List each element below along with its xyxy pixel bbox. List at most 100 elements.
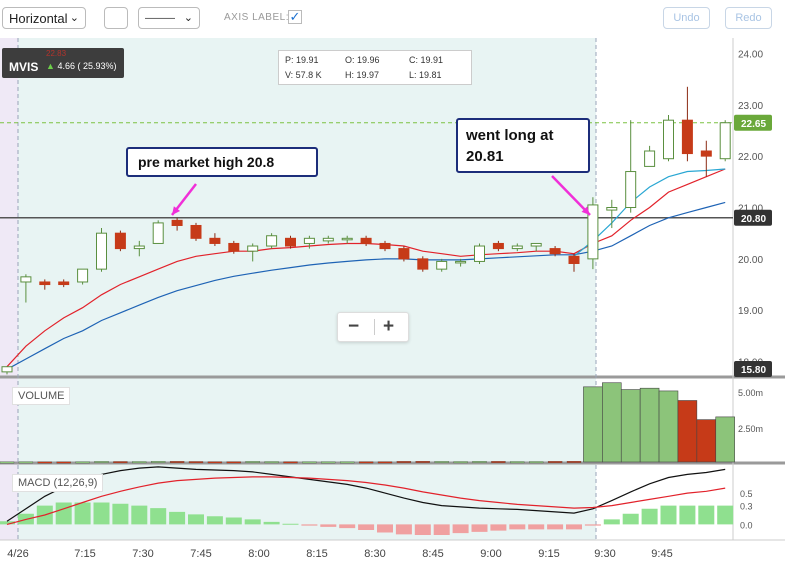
macd-histogram-bar [528, 524, 545, 530]
x-tick-label: 9:30 [594, 548, 615, 560]
candle-body [700, 150, 712, 157]
ohlc-h: H: 19.97 [345, 70, 380, 80]
orientation-select[interactable]: Horizontal ⌄ [2, 7, 86, 29]
candle-body [58, 281, 70, 286]
annotation-went-long[interactable]: went long at 20.81 [456, 118, 590, 173]
candle-body [266, 235, 278, 247]
volume-bar [0, 461, 15, 464]
volume-bar [37, 461, 52, 464]
candle-body [606, 207, 618, 211]
volume-bar [245, 461, 260, 463]
annotation-arrows [171, 175, 591, 216]
price-change: ▲ 4.66 ( 25.93%) [46, 61, 116, 71]
volume-bar [188, 461, 204, 464]
volume-bars [0, 382, 735, 464]
undo-button[interactable]: Undo [663, 7, 710, 29]
price-tick-label: 19.00 [738, 306, 763, 317]
price-tick-label: 23.00 [738, 101, 763, 112]
macd-histogram-bar [471, 524, 488, 532]
last-price-tag-bg [734, 114, 772, 131]
macd-pane-label: MACD (12,26,9) [12, 474, 104, 492]
ohlc-p: P: 19.91 [285, 55, 319, 65]
axis-label-text: AXIS LABEL: [224, 12, 289, 23]
volume-bar [132, 461, 147, 464]
macd-histogram-bar [206, 516, 223, 525]
macd-histogram-bar [282, 523, 299, 525]
macd-signal-line [6, 476, 726, 525]
x-tick-label: 7:30 [132, 548, 153, 560]
volume-bar [94, 461, 109, 463]
redo-button[interactable]: Redo [725, 7, 772, 29]
macd-histogram-bar [55, 502, 72, 525]
macd-histogram-bar [698, 505, 715, 525]
volume-bar [491, 461, 506, 463]
color-swatch-button[interactable] [104, 7, 128, 29]
went-long-arrow-head [581, 206, 590, 215]
ohlc-c: C: 19.91 [409, 55, 444, 65]
low-price-tag-bg [734, 361, 772, 377]
volume-bar [226, 461, 241, 464]
candle-body [549, 248, 561, 255]
volume-bar [715, 416, 735, 463]
macd-histogram-bar [263, 521, 280, 525]
macd-histogram-bar [414, 524, 431, 535]
price-chart[interactable]: 24.0023.0022.0021.0020.0019.0018.0022.65… [0, 38, 785, 573]
volume-bar [547, 461, 563, 463]
axes: 24.0023.0022.0021.0020.0019.0018.0022.65… [7, 49, 772, 560]
volume-bar [321, 461, 336, 464]
candle-body [152, 222, 164, 244]
price-tick-label: 20.00 [738, 255, 763, 266]
chevron-down-icon: ⌄ [69, 12, 79, 24]
symbol-top-value: 22.83 [46, 49, 67, 58]
volume-bar [510, 461, 525, 464]
x-tick-label: 4/26 [7, 548, 28, 560]
up-arrow-icon: ▲ [46, 61, 55, 71]
candle-body [133, 245, 145, 250]
candle-body [77, 268, 89, 283]
volume-bar [75, 461, 90, 464]
macd-histogram-bar [74, 502, 91, 525]
volume-bar [207, 461, 223, 464]
candle-body [681, 119, 693, 155]
candle-body [663, 119, 674, 160]
macd-histogram-bar [244, 519, 261, 525]
candle-body [719, 122, 731, 160]
zoom-out-button[interactable]: − [348, 316, 360, 337]
macd-histogram-bar [547, 524, 564, 530]
candle-body [228, 242, 240, 252]
macd-histogram-bar [641, 508, 658, 525]
macd-tick-label: 0.3 [740, 502, 753, 512]
checkmark-icon: ✓ [289, 9, 301, 24]
macd-histogram-bar [0, 521, 15, 525]
zoom-in-button[interactable]: + [383, 316, 395, 337]
volume-bar [566, 461, 582, 463]
line-style-select[interactable]: ——— ⌄ [138, 7, 200, 29]
candle-body [209, 237, 221, 244]
volume-bar [151, 461, 166, 463]
price-change-text: 4.66 ( 25.93%) [57, 61, 117, 71]
macd-histogram-bar [131, 505, 148, 525]
macd-histogram-bar [584, 524, 601, 526]
volume-bar [696, 419, 717, 463]
volume-bar [56, 461, 71, 464]
macd-histogram-bar [320, 524, 337, 527]
macd-histogram-bar [377, 524, 393, 533]
macd-histogram-bar [150, 508, 167, 525]
candle-body [114, 232, 126, 250]
volume-bar [377, 461, 393, 464]
candle-body [492, 242, 504, 250]
axis-label-checkbox[interactable]: ✓ [288, 10, 302, 24]
macd-line [6, 466, 726, 522]
candle-body [341, 237, 353, 241]
annotation-premarket-text: pre market high 20.8 [138, 154, 275, 170]
ticker-symbol: MVIS [9, 60, 39, 74]
candle-body [96, 232, 107, 270]
volume-bar [283, 461, 298, 464]
volume-bar [529, 461, 544, 464]
candle-body [285, 237, 296, 247]
volume-bar [169, 461, 185, 463]
annotation-premarket[interactable]: pre market high 20.8 [126, 147, 318, 177]
candle-body [322, 237, 334, 242]
chevron-down-icon: ⌄ [183, 12, 193, 24]
premarket-shade [0, 38, 18, 540]
